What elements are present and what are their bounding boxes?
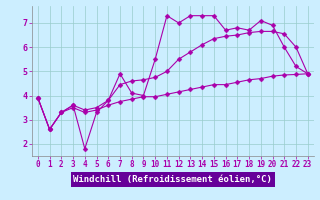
X-axis label: Windchill (Refroidissement éolien,°C): Windchill (Refroidissement éolien,°C)	[73, 175, 272, 184]
